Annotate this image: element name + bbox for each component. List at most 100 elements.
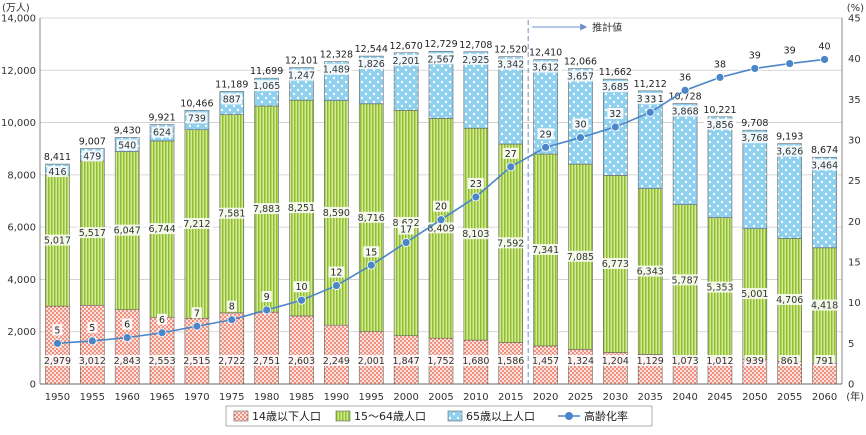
rate-label: 27 (505, 149, 517, 160)
label-working: 7,341 (532, 245, 559, 256)
rate-label-background (467, 177, 484, 189)
label-working: 8,251 (288, 203, 315, 214)
label-background (111, 224, 144, 236)
label-background (564, 250, 597, 262)
y-tick-label: 4,000 (7, 275, 36, 286)
label-working: 4,418 (811, 301, 838, 312)
label-working: 7,212 (183, 219, 210, 230)
total-label: 12,066 (564, 57, 597, 68)
label-working: 8,409 (427, 223, 454, 234)
total-label: 12,520 (494, 45, 527, 56)
label-background (703, 355, 736, 366)
rate-label: 5 (89, 323, 95, 334)
rate-label-background (122, 318, 133, 330)
label-working: 8,716 (358, 213, 385, 224)
rate-point (192, 321, 202, 331)
rate-label: 17 (400, 224, 412, 235)
total-label: 10,728 (668, 92, 701, 103)
y2-tick-label: 5 (848, 339, 854, 350)
label-background (390, 54, 423, 66)
rate-label-background (677, 71, 694, 83)
label-elderly: 3,342 (497, 60, 524, 71)
rate-label: 5 (54, 325, 60, 336)
label-background (180, 355, 213, 366)
label-elderly: 416 (48, 167, 66, 178)
label-background (425, 355, 457, 366)
label-background (111, 355, 144, 366)
x-tick-label: 2055 (777, 392, 802, 403)
label-working: 7,085 (567, 252, 594, 263)
label-background (41, 355, 74, 366)
rate-label: 7 (194, 308, 200, 319)
label-working: 6,343 (637, 267, 664, 278)
label-young: 1,752 (427, 356, 454, 367)
label-elderly: 3,868 (671, 107, 698, 118)
label-background (703, 118, 736, 130)
rate-label-background (293, 281, 310, 293)
rate-label-background (226, 300, 237, 312)
label-working: 4,706 (776, 295, 803, 306)
label-young: 2,603 (288, 356, 315, 367)
label-background (773, 293, 806, 305)
legend-item-rate-marker (565, 412, 573, 420)
label-working: 7,581 (218, 209, 245, 220)
rate-label: 38 (714, 59, 726, 70)
label-working: 7,592 (497, 238, 524, 249)
total-label: 12,544 (355, 44, 388, 55)
total-label: 11,212 (634, 79, 667, 90)
label-background (744, 355, 766, 366)
bar-segment-elderly (672, 103, 698, 205)
rate-label-background (261, 290, 272, 302)
label-background (250, 355, 283, 366)
rate-label-background (711, 58, 728, 70)
rate-point (471, 192, 481, 202)
label-elderly: 3,464 (811, 160, 838, 171)
bar-segment-young (324, 324, 349, 385)
label-elderly: 624 (153, 128, 171, 139)
x-tick-label: 2005 (428, 392, 453, 403)
label-background (215, 355, 248, 366)
bar-segment-young (219, 312, 245, 385)
label-young: 2,001 (358, 356, 385, 367)
rate-label-background (398, 223, 415, 235)
label-background (221, 93, 243, 105)
y-unit-label: (万人) (2, 2, 30, 14)
rate-point (401, 238, 411, 247)
bar-segment-young (80, 304, 105, 385)
label-background (808, 159, 841, 171)
rate-label-background (642, 93, 659, 105)
label-elderly: 3,856 (706, 120, 733, 131)
label-background (459, 355, 492, 366)
rate-label: 30 (574, 120, 586, 131)
label-background (285, 202, 318, 214)
legend-item-elderly-label: 65歳以上人口 (466, 410, 535, 423)
label-background (146, 223, 179, 235)
y2-tick-label: 40 (848, 54, 861, 65)
label-elderly: 2,567 (427, 54, 454, 65)
label-background (773, 145, 806, 157)
label-background (703, 281, 736, 293)
total-label: 9,430 (114, 125, 141, 136)
rate-point (785, 59, 795, 68)
rate-point (680, 85, 690, 95)
rate-point (715, 72, 725, 82)
y2-tick-label: 0 (848, 380, 854, 391)
rate-point (366, 260, 376, 270)
y2-tick-label: 30 (848, 136, 861, 147)
x-tick-label: 1970 (184, 392, 209, 403)
x-tick-label: 2030 (603, 392, 628, 403)
label-working: 5,787 (671, 275, 698, 286)
label-background (151, 126, 173, 138)
rate-label: 32 (609, 109, 621, 120)
rate-point (436, 215, 446, 225)
label-elderly: 1,065 (253, 81, 280, 92)
label-working: 6,047 (114, 226, 141, 237)
label-background (529, 61, 562, 73)
x-tick-label: 2060 (812, 392, 837, 403)
rate-label-background (502, 147, 519, 159)
bar-segment-elderly (707, 116, 733, 218)
x-tick-label: 2010 (463, 392, 488, 403)
label-background (116, 139, 138, 151)
label-background (180, 217, 213, 229)
